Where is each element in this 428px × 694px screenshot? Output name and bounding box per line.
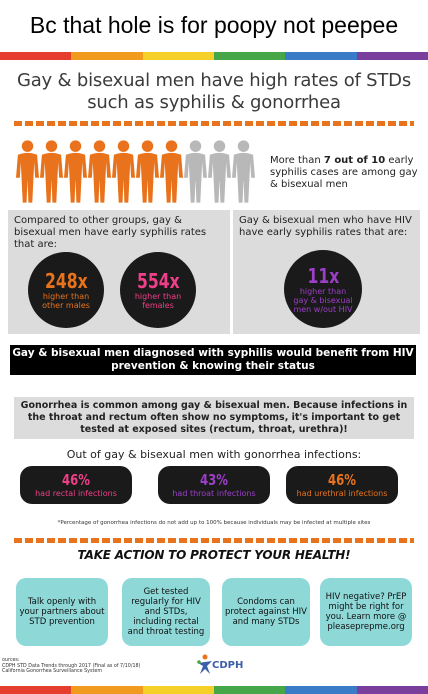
- sources-list: ources: CDPH STD Data Trends through 201…: [2, 658, 202, 675]
- stripe-red: [0, 686, 72, 694]
- dashed-divider-bottom: [14, 538, 414, 543]
- circle-value: 11x: [307, 263, 339, 288]
- stripe-yellow: [142, 52, 214, 60]
- infographic-headline: Gay & bisexual men have high rates of ST…: [16, 70, 412, 113]
- person-icon: [88, 140, 111, 203]
- circle-value: 248x: [44, 269, 88, 293]
- stripe-orange: [71, 52, 143, 60]
- rainbow-stripe-top: [0, 52, 428, 60]
- gonorrhea-intro-text: Out of gay & bisexual men with gonorrhea…: [66, 448, 362, 461]
- footnote: *Percentage of gonorrhea infections do n…: [57, 520, 371, 526]
- meme-caption: Bc that hole is for poopy not peepee: [29, 11, 399, 38]
- circle-label: higher than females: [134, 292, 182, 310]
- take-action-heading: TAKE ACTION TO PROTECT YOUR HEALTH!: [77, 548, 351, 562]
- pill-rectal: 46% had rectal infections: [20, 466, 132, 504]
- panel-left-text: Compared to other groups, gay & bisexual…: [14, 215, 207, 250]
- stripe-purple: [356, 52, 428, 60]
- hiv-prevention-banner: Gay & bisexual men diagnosed with syphil…: [10, 345, 416, 375]
- seven-of-ten-stat: More than 7 out of 10 early syphilis cas…: [270, 155, 420, 191]
- stripe-orange: [71, 686, 143, 694]
- stripe-yellow: [142, 686, 214, 694]
- person-icon: [160, 140, 183, 203]
- person-icon: [232, 140, 255, 203]
- circle-label: higher than gay & bisexual men w/out HIV: [293, 286, 353, 314]
- stat-bold: 7 out of 10: [323, 155, 386, 166]
- panel-right-text: Gay & bisexual men who have HIV have ear…: [239, 215, 412, 238]
- action-box-prep: HIV negative? PrEP might be right for yo…: [320, 578, 412, 646]
- sources-title: ources:: [2, 658, 20, 663]
- person-icon: [40, 140, 63, 203]
- stat-pre: More than: [270, 155, 324, 166]
- pill-urethral: 46% had urethral infections: [286, 466, 398, 504]
- circle-554x: 554x higher than females: [120, 252, 196, 328]
- action-box-testing: Get tested regularly for HIV and STDs, i…: [122, 578, 210, 646]
- cdph-figures-icon: [197, 654, 212, 674]
- circle-11x: 11x higher than gay & bisexual men w/out…: [284, 250, 362, 328]
- pill-throat: 43% had throat infections: [158, 466, 270, 504]
- person-icon: [208, 140, 231, 203]
- action-box-condoms: Condoms can protect against HIV and many…: [222, 578, 310, 646]
- stripe-blue: [285, 52, 357, 60]
- source-line-2: California Gonorrhea Surveillance System: [2, 669, 102, 675]
- stripe-green: [213, 686, 286, 694]
- pill-label: had rectal infections: [35, 489, 117, 498]
- pill-label: had throat infections: [172, 489, 256, 498]
- stat-post: early syphilis cases are among gay & bis…: [270, 155, 418, 190]
- person-icon: [184, 140, 207, 203]
- pill-value: 46%: [327, 471, 357, 489]
- stripe-purple: [356, 686, 428, 694]
- pill-label: had urethral infections: [296, 489, 388, 498]
- circle-value: 554x: [136, 269, 180, 293]
- stripe-blue: [285, 686, 357, 694]
- people-icon-row: [16, 138, 260, 206]
- pill-value: 46%: [61, 471, 91, 489]
- pill-value: 43%: [199, 471, 229, 489]
- circle-248x: 248x higher than other males: [28, 252, 104, 328]
- stripe-green: [213, 52, 286, 60]
- gonorrhea-info-banner: Gonorrhea is common among gay & bisexual…: [14, 397, 414, 439]
- person-icon: [112, 140, 135, 203]
- dashed-divider-top: [14, 121, 414, 126]
- source-line-1: CDPH STD Data Trends through 2017 (Final…: [2, 663, 141, 669]
- circle-label: higher than other males: [42, 292, 90, 310]
- person-icon: [16, 140, 39, 203]
- person-icon: [64, 140, 87, 203]
- rainbow-stripe-bottom: [0, 686, 428, 694]
- cdph-logo: CDPH: [196, 652, 243, 678]
- person-icon: [136, 140, 159, 203]
- stripe-red: [0, 52, 72, 60]
- action-box-talk: Talk openly with your partners about STD…: [16, 578, 108, 646]
- cdph-logo-text: CDPH: [212, 660, 244, 671]
